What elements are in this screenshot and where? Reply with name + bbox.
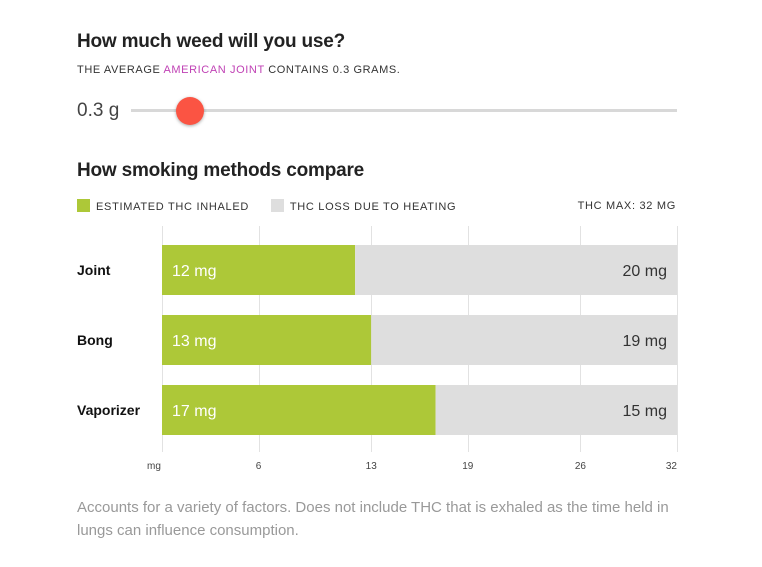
value-label-loss-joint: 20 mg xyxy=(623,263,667,280)
bar-loss-bong xyxy=(371,315,677,365)
legend-swatch-inhaled xyxy=(77,199,90,212)
legend-label-loss: THC LOSS DUE TO HEATING xyxy=(289,201,457,213)
average-joint-note: THE AVERAGE AMERICAN JOINT CONTAINS 0.3 … xyxy=(77,64,400,76)
category-label-joint: Joint xyxy=(77,262,111,278)
amount-slider-thumb[interactable] xyxy=(176,97,204,125)
value-label-loss-vaporizer: 15 mg xyxy=(623,403,667,420)
question-title: How much weed will you use? xyxy=(77,31,346,52)
note-text-before: THE AVERAGE xyxy=(77,64,164,76)
category-label-vaporizer: Vaporizer xyxy=(77,402,141,418)
tick-label-4: 26 xyxy=(575,461,587,472)
legend-swatch-loss xyxy=(270,199,284,212)
thc-max-label: THC MAX: 32 MG xyxy=(577,200,676,212)
tick-label-5: 32 xyxy=(666,461,678,472)
value-label-loss-bong: 19 mg xyxy=(623,333,667,350)
value-label-inhaled-bong: 13 mg xyxy=(172,333,216,350)
tick-label-1: 6 xyxy=(256,461,262,472)
slider-value-label: 0.3 g xyxy=(77,100,120,121)
chart-legend: ESTIMATED THC INHALED THC LOSS DUE TO HE… xyxy=(77,199,474,213)
legend-label-inhaled: ESTIMATED THC INHALED xyxy=(96,201,250,213)
amount-slider-track[interactable] xyxy=(131,109,677,112)
bar-inhaled-bong xyxy=(162,315,372,365)
tick-label-2: 13 xyxy=(366,461,378,472)
bar-loss-joint xyxy=(355,245,677,295)
bar-inhaled-joint xyxy=(162,245,356,295)
note-text-after: CONTAINS 0.3 GRAMS. xyxy=(264,64,401,76)
value-label-inhaled-joint: 12 mg xyxy=(172,263,216,280)
bar-inhaled-vaporizer xyxy=(162,385,436,435)
value-label-inhaled-vaporizer: 17 mg xyxy=(172,403,216,420)
legend-item-inhaled: ESTIMATED THC INHALED xyxy=(77,199,249,213)
footnote: Accounts for a variety of factors. Does … xyxy=(77,499,669,539)
category-label-bong: Bong xyxy=(77,332,113,348)
american-joint-link[interactable]: AMERICAN JOINT xyxy=(163,64,265,76)
legend-item-loss: THC LOSS DUE TO HEATING xyxy=(270,199,457,213)
tick-label-0: mg xyxy=(147,461,161,472)
bar-loss-vaporizer xyxy=(435,385,677,435)
tick-label-3: 19 xyxy=(462,461,474,472)
compare-title: How smoking methods compare xyxy=(77,160,365,181)
